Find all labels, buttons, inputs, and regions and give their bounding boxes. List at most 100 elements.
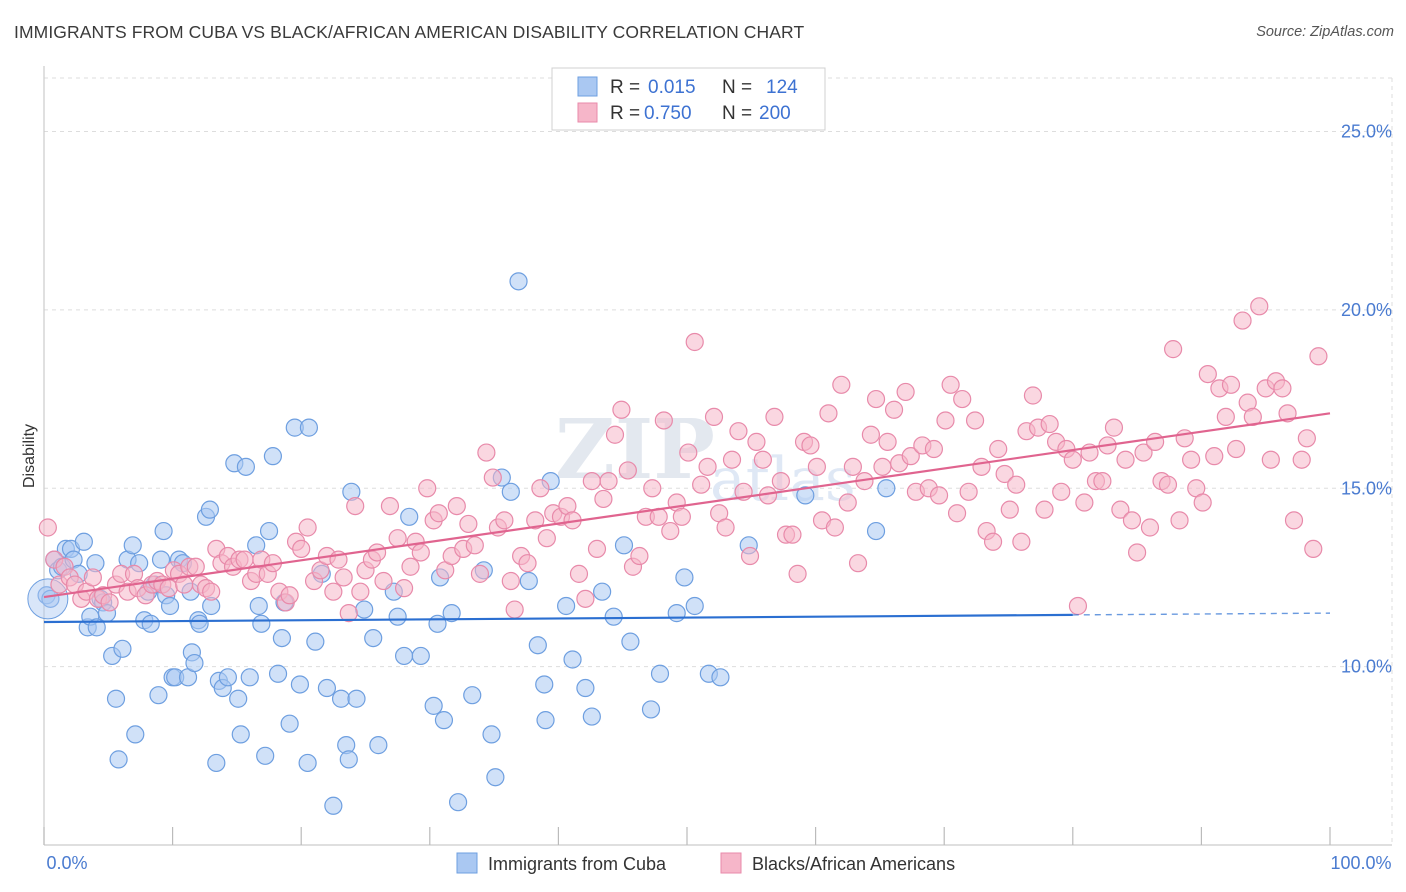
point-black	[1164, 340, 1183, 359]
chart-title: IMMIGRANTS FROM CUBA VS BLACK/AFRICAN AM…	[14, 22, 805, 42]
point-black	[901, 447, 920, 466]
point-black	[716, 518, 735, 537]
point-cuba	[200, 500, 219, 519]
point-cuba	[290, 675, 310, 694]
y-axis-title: Disability	[21, 424, 38, 488]
point-cuba	[149, 686, 168, 705]
point-cuba	[306, 632, 325, 651]
point-black	[612, 400, 631, 419]
point-cuba	[240, 668, 259, 687]
point-black	[1035, 500, 1054, 519]
point-cuba	[593, 582, 612, 601]
point-black	[807, 457, 826, 476]
legend-swatch-cuba	[577, 76, 598, 97]
point-black	[186, 557, 205, 576]
trend-line-cuba-extension	[1072, 612, 1331, 616]
point-black	[1292, 450, 1311, 469]
point-cuba	[207, 753, 226, 773]
point-cuba	[141, 614, 160, 633]
point-cuba	[229, 689, 248, 708]
point-cuba	[394, 646, 414, 666]
point-cuba	[400, 507, 419, 526]
point-black	[501, 571, 520, 591]
legend-n-value-cuba: 124	[766, 77, 798, 98]
source-credit: Source: ZipAtlas.com	[1256, 24, 1394, 40]
point-cuba	[557, 596, 576, 616]
trend-line-black	[43, 412, 1331, 599]
point-black	[630, 546, 649, 566]
point-cuba	[87, 618, 106, 637]
bottom-legend-swatch-black	[720, 852, 742, 874]
point-black	[692, 475, 711, 494]
point-black	[324, 582, 343, 601]
point-black	[1158, 475, 1178, 494]
point-black	[470, 564, 490, 583]
point-black	[819, 404, 838, 423]
point-black	[334, 568, 353, 587]
point-black	[929, 486, 949, 505]
point-cuba	[74, 532, 93, 551]
point-black	[1040, 414, 1059, 434]
legend-r-value-cuba: 0.015	[648, 77, 696, 98]
point-black	[380, 496, 400, 516]
point-black	[374, 571, 393, 591]
point-black	[1304, 539, 1323, 559]
point-black	[537, 529, 556, 548]
point-black	[1284, 511, 1304, 530]
point-cuba	[355, 600, 374, 619]
point-black	[740, 546, 760, 566]
point-black	[1063, 450, 1082, 469]
point-black	[1111, 500, 1130, 519]
point-black	[838, 493, 857, 512]
point-black	[159, 579, 178, 598]
point-black	[1104, 418, 1124, 437]
point-cuba	[280, 714, 299, 733]
point-black	[643, 479, 662, 498]
point-black	[995, 464, 1014, 484]
point-black	[1273, 379, 1292, 398]
y-tick-label: 20.0%	[1341, 300, 1392, 320]
point-black	[788, 564, 807, 583]
point-black	[654, 411, 673, 430]
point-black	[1198, 364, 1217, 384]
point-black	[1023, 386, 1043, 405]
point-cuba	[536, 711, 555, 730]
point-black	[698, 457, 717, 476]
point-black	[447, 496, 466, 516]
point-black	[972, 457, 991, 476]
point-cuba	[486, 768, 505, 787]
point-black	[1193, 493, 1212, 512]
point-black	[618, 461, 637, 480]
trend-lines	[43, 412, 1331, 624]
point-cuba	[614, 536, 634, 555]
bottom-legend-label-cuba: Immigrants from Cuba	[488, 854, 667, 874]
point-black	[1182, 450, 1201, 469]
point-cuba	[519, 571, 538, 591]
point-black	[1000, 500, 1019, 519]
point-cuba	[331, 689, 351, 708]
point-cuba	[123, 536, 142, 555]
point-cuba	[509, 272, 528, 291]
axes	[43, 66, 1392, 846]
point-cuba	[324, 796, 343, 815]
point-black	[1122, 511, 1142, 530]
point-black	[483, 468, 502, 487]
point-cuba	[263, 447, 283, 466]
point-cuba	[347, 689, 366, 708]
y-tick-label: 15.0%	[1341, 478, 1392, 498]
point-cuba	[641, 700, 661, 719]
point-black	[83, 568, 102, 587]
point-black	[783, 525, 802, 544]
point-black	[747, 432, 766, 451]
legend-r-value-black: 0.750	[644, 103, 692, 124]
point-black	[866, 389, 886, 409]
point-black	[1140, 518, 1160, 537]
point-black	[587, 539, 607, 559]
point-black	[843, 457, 862, 476]
point-cuba	[563, 650, 582, 669]
point-black	[983, 532, 1003, 551]
point-black	[1068, 596, 1088, 616]
point-cuba	[236, 457, 256, 476]
point-black	[765, 407, 784, 427]
